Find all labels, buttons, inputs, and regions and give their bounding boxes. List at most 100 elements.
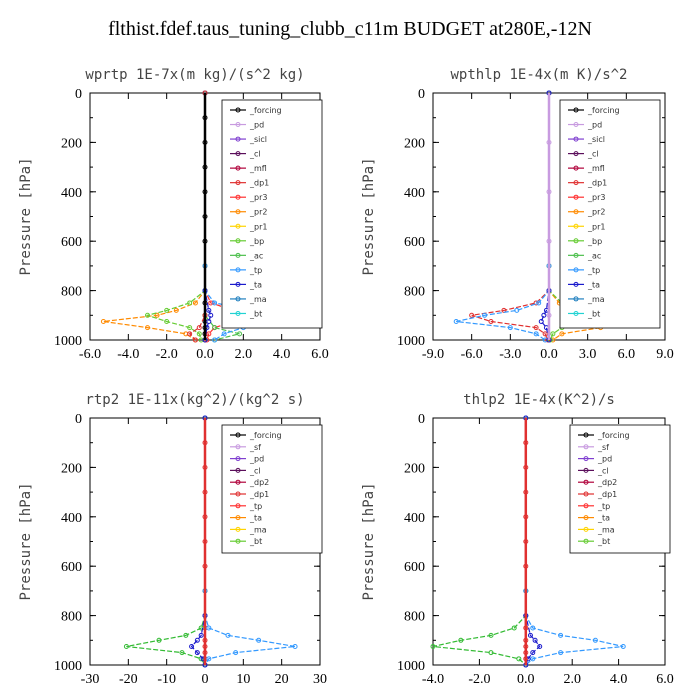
y-tick-label: 1000 (54, 334, 82, 349)
series-point-tp (256, 637, 262, 643)
legend-label: _cl (597, 466, 609, 475)
x-tick-label: -4.0 (117, 347, 139, 362)
legend-label: _forcing (587, 106, 620, 115)
series-point-tp (206, 625, 212, 631)
series-point-tp (206, 656, 212, 662)
legend-marker (235, 180, 241, 186)
legend-marker (573, 267, 579, 273)
legend-label: _ma (249, 295, 267, 304)
legend-marker (573, 296, 579, 302)
panel-title: wpthlp 1E-4x(m K)/s^2 (450, 67, 627, 83)
legend-label: _tp (249, 502, 262, 511)
legend-label: _ma (249, 525, 267, 534)
series-point-dp1 (187, 331, 193, 337)
legend-label: _ac (249, 251, 263, 260)
y-tick-label: 1000 (397, 334, 425, 349)
series-point-bp (164, 307, 170, 313)
legend-marker (235, 491, 241, 497)
series-point-dp2 (156, 637, 162, 643)
legend-marker (235, 281, 241, 287)
series-point-tp (558, 632, 564, 638)
legend-label: _mfl (587, 164, 605, 173)
y-tick-label: 800 (404, 610, 425, 625)
x-tick-label: -10 (157, 672, 176, 687)
legend-marker (235, 538, 241, 544)
series-point-tp (507, 325, 513, 331)
x-tick-label: 0.0 (540, 347, 558, 362)
series-point-ac (212, 325, 218, 331)
series-point-dp2 (183, 632, 189, 638)
series-point-dp2 (511, 625, 517, 631)
legend-label: _sf (249, 443, 261, 452)
legend-marker (583, 479, 589, 485)
y-axis-label: Pressure [hPa] (361, 482, 377, 600)
legend-label: _bt (249, 537, 262, 546)
legend-marker (235, 503, 241, 509)
x-tick-label: -6.0 (79, 347, 101, 362)
legend-label: _pr2 (587, 208, 605, 217)
legend-marker (235, 310, 241, 316)
y-tick-label: 200 (61, 461, 82, 476)
x-tick-label: 30 (313, 672, 327, 687)
legend-marker (583, 515, 589, 521)
legend-marker (573, 194, 579, 200)
x-tick-label: -30 (81, 672, 100, 687)
series-point-ta (206, 318, 212, 324)
series-point-pr2 (173, 307, 179, 313)
series-point-dp2 (516, 656, 522, 662)
legend-label: _pd (249, 455, 264, 464)
legend-marker (235, 151, 241, 157)
legend-marker (573, 223, 579, 229)
legend-label: _bp (249, 237, 264, 246)
panel-title: rtp2 1E-11x(kg^2)/(kg^2 s) (85, 392, 304, 408)
series-point-tp (482, 312, 488, 318)
series-point-bp (550, 331, 556, 337)
legend-marker (573, 281, 579, 287)
y-tick-label: 400 (404, 186, 425, 201)
legend-label: _bt (587, 309, 600, 318)
series-point-tp (453, 318, 459, 324)
legend-label: _ta (587, 280, 600, 289)
series-point-dp2 (458, 637, 464, 643)
x-tick-label: -20 (119, 672, 138, 687)
series-point-tp (221, 331, 227, 337)
legend-marker (573, 107, 579, 113)
legend-marker (583, 432, 589, 438)
y-tick-label: 600 (404, 235, 425, 250)
legend-marker (583, 467, 589, 473)
series-point-pr2 (145, 325, 150, 331)
series-point-pr3 (206, 331, 212, 337)
series-point-tp (225, 632, 231, 638)
y-tick-label: 200 (61, 136, 82, 151)
legend-marker (583, 456, 589, 462)
x-tick-label: 0 (202, 672, 209, 687)
legend-marker (235, 238, 241, 244)
x-tick-label: 6.0 (656, 672, 674, 687)
series-point-ta (527, 632, 533, 638)
series-point-tp (292, 643, 298, 649)
legend-label: _sicl (587, 135, 605, 144)
legend-marker (235, 267, 241, 273)
series-point-tp (620, 643, 626, 649)
legend-marker (583, 538, 589, 544)
page-title: flthist.fdef.taus_tuning_clubb_c11m BUDG… (108, 18, 592, 40)
legend-label: _pd (587, 121, 602, 130)
series-point-tp (212, 300, 218, 306)
x-tick-label: 2.0 (563, 672, 581, 687)
x-tick-label: 9.0 (656, 347, 674, 362)
legend-label: _tp (587, 266, 600, 275)
legend-marker (573, 180, 579, 186)
legend-label: _dp1 (597, 490, 617, 499)
legend-label: _ac (587, 251, 601, 260)
x-tick-label: -9.0 (422, 347, 444, 362)
series-point-ta (208, 312, 214, 318)
series-point-ac (237, 331, 242, 337)
y-tick-label: 400 (61, 511, 82, 526)
legend-label: _pr3 (249, 193, 267, 202)
series-point-dp2 (430, 643, 436, 649)
y-tick-label: 400 (61, 186, 82, 201)
y-tick-label: 0 (75, 87, 82, 102)
y-axis-label: Pressure [hPa] (361, 157, 377, 275)
